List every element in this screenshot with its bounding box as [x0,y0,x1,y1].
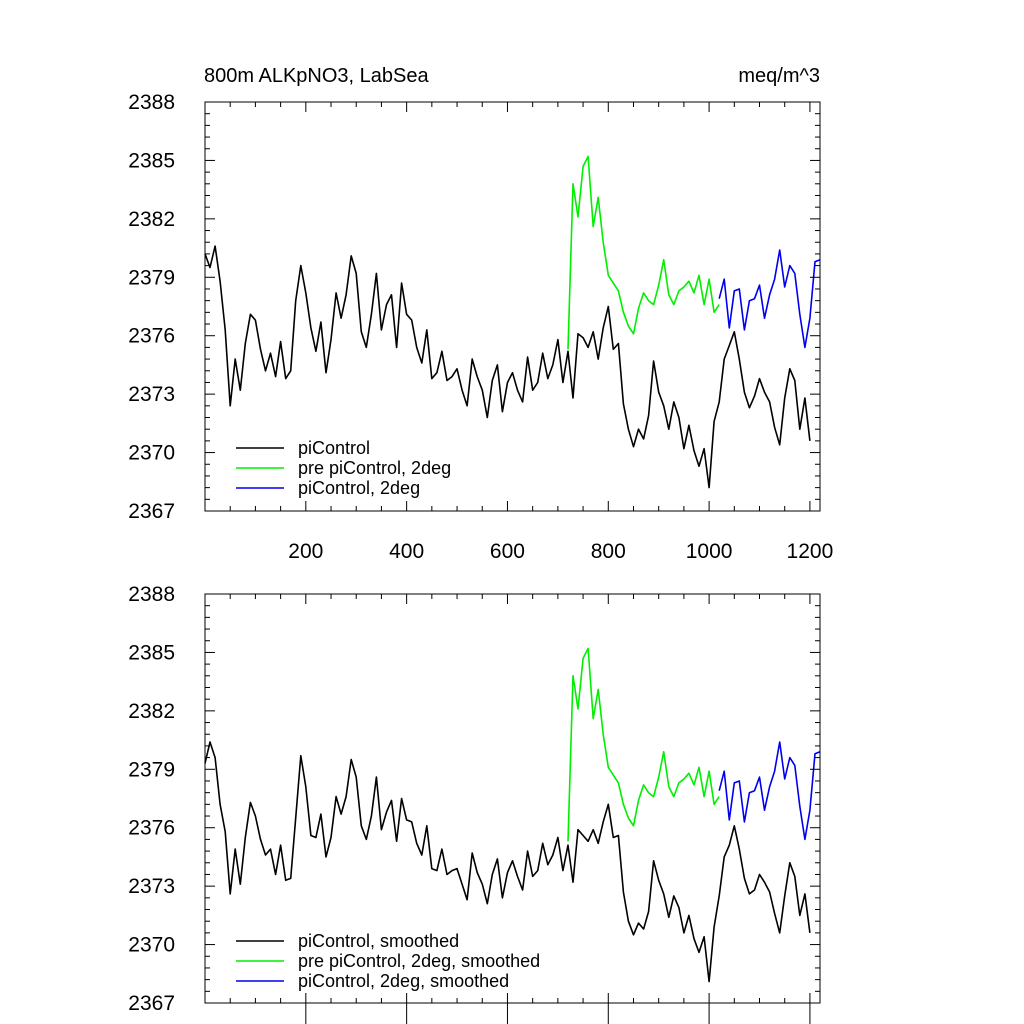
y-tick-label: 2373 [128,875,175,898]
series-line-1 [567,155,720,350]
x-tick-label: 400 [389,540,424,563]
x-tick-label: 600 [490,540,525,563]
legend-label-0: piControl [298,438,370,458]
y-tick-label: 2388 [128,583,175,606]
y-tick-label: 2379 [128,758,175,781]
y-tick-label: 2388 [128,91,175,114]
y-tick-label: 2376 [128,817,175,840]
y-tick-label: 2379 [128,266,175,289]
top-panel: 2367 2370 2373 2376 2379 2382 2385 2388 200 400 60… [128,91,833,563]
top-plot-area [204,155,821,489]
bottom-frame [204,593,821,1004]
y-tick-label: 2385 [128,149,175,172]
x-tick-label: 200 [288,540,323,563]
x-tick-label: 1000 [686,540,733,563]
legend-label-2: piControl, 2deg, smoothed [298,971,509,991]
legend-label-2: piControl, 2deg [298,478,420,498]
y-tick-label: 2373 [128,383,175,406]
y-tick-label: 2370 [128,442,175,465]
y-tick-label: 2367 [128,992,175,1015]
y-tick-label: 2382 [128,700,175,723]
series-line-2 [718,741,821,841]
x-tick-label: 1200 [787,540,834,563]
y-tick-label: 2382 [128,208,175,231]
top-frame [204,101,821,512]
top-axes: 2367 2370 2373 2376 2379 2382 2385 2388 200 400 60… [128,91,833,563]
figure-title: 800m ALKpNO3, LabSea [204,65,429,87]
legend-label-1: pre piControl, 2deg, smoothed [298,951,540,971]
y-tick-label: 2370 [128,934,175,957]
series-line-0 [204,245,811,489]
series-line-2 [718,249,821,349]
y-tick-label: 2367 [128,500,175,523]
legend-label-1: pre piControl, 2deg [298,458,451,478]
bottom-axes: 2367 2370 2373 2376 2379 2382 2385 2388 [128,583,820,1024]
y-tick-label: 2376 [128,325,175,348]
series-line-0 [204,741,811,983]
bottom-panel: 2367 2370 2373 2376 2379 2382 2385 2388 piContr… [128,583,821,1024]
bottom-plot-area [204,647,821,983]
x-tick-label: 800 [591,540,626,563]
units-label: meq/m^3 [738,65,820,87]
y-tick-label: 2385 [128,641,175,664]
legend-label-0: piControl, smoothed [298,931,459,951]
series-line-1 [567,647,720,842]
